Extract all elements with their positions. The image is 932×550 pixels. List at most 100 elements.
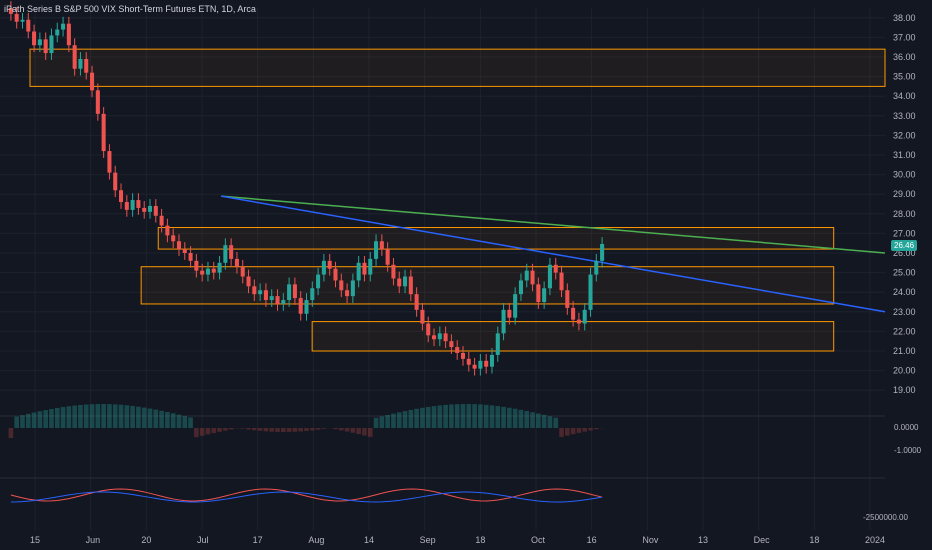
candle-body [171, 235, 176, 242]
candle-body [576, 319, 581, 324]
macd-histogram-bar [194, 428, 199, 438]
candle-body [327, 260, 332, 269]
candle-body [501, 309, 506, 334]
candle-body [518, 280, 523, 295]
candle-body [263, 290, 268, 301]
candle-body [147, 205, 153, 212]
candle-body [281, 300, 286, 304]
x-tick-label: 17 [253, 535, 263, 545]
macd-histogram-bar [112, 404, 118, 428]
macd-histogram-bar [309, 428, 315, 431]
macd-histogram-bar [472, 404, 477, 428]
candle-body [8, 8, 13, 14]
y-tick-label: 26.00 [893, 248, 916, 258]
y-tick-label: 25.00 [893, 268, 916, 278]
macd-histogram-bar [414, 408, 419, 428]
candle-body [449, 341, 454, 348]
candle-body [124, 202, 129, 210]
candle-body [84, 58, 89, 73]
candle-body [542, 288, 547, 302]
macd-histogram-bar [182, 416, 188, 428]
macd-histogram-bar [31, 412, 37, 428]
macd-histogram-bar [78, 404, 83, 428]
macd-histogram-bar [449, 404, 454, 428]
y-tick-label: 28.00 [893, 209, 916, 219]
candle-body [275, 296, 280, 304]
candle-body [165, 225, 170, 236]
macd-histogram-bar [37, 411, 43, 428]
macd-histogram-bar [582, 428, 588, 432]
candle-body [408, 276, 413, 295]
macd-histogram-bar [362, 428, 367, 436]
candle-body [420, 309, 425, 324]
macd-histogram-bar [165, 412, 170, 428]
candle-body [211, 268, 216, 273]
macd-histogram-bar [72, 405, 77, 428]
macd-histogram-bar [54, 407, 60, 428]
macd-histogram-bar [101, 404, 106, 428]
macd-histogram-bar [425, 406, 431, 428]
candle-body [530, 270, 535, 285]
candle-body [466, 358, 471, 365]
macd-low-label: -1.0000 [894, 446, 922, 455]
macd-histogram-bar [559, 428, 564, 437]
y-tick-label: 34.00 [893, 91, 916, 101]
macd-histogram-bar [420, 407, 425, 428]
macd-histogram-bar [373, 417, 379, 428]
blue-trendline [221, 195, 886, 313]
x-tick-label: 18 [475, 535, 485, 545]
zone-box [157, 227, 835, 250]
macd-histogram-bar [83, 404, 89, 428]
macd-histogram-bar [205, 428, 211, 435]
y-tick-label: 20.00 [893, 366, 916, 376]
candle-body [66, 23, 71, 46]
candle-body [55, 29, 60, 36]
candle-body [443, 333, 448, 342]
macd-histogram-bar [443, 404, 448, 428]
zone-box [140, 266, 835, 305]
macd-histogram-bar [275, 428, 280, 432]
macd-histogram-bar [269, 428, 275, 432]
macd-histogram-bar [118, 404, 124, 428]
candle-body [553, 264, 558, 273]
candle-body [136, 200, 141, 208]
oscillator-line-red [10, 488, 603, 502]
candle-body [113, 172, 118, 191]
candle-body [484, 360, 489, 367]
y-tick-label: 29.00 [893, 189, 916, 199]
macd-histogram-bar [141, 407, 147, 428]
x-tick-label: 13 [698, 535, 708, 545]
candle-body [513, 294, 518, 318]
candle-body [130, 200, 135, 210]
zones [29, 48, 886, 352]
x-tick-label: Jul [197, 535, 209, 545]
candle-body [478, 360, 483, 369]
macd-histogram-bar [454, 404, 460, 428]
candle-body [385, 249, 390, 265]
candle-body [32, 31, 37, 46]
macd-histogram-bar [576, 428, 582, 433]
candle-body [14, 13, 19, 22]
macd-histogram-bar [507, 407, 512, 428]
macd-histogram-bar [14, 416, 20, 428]
candle-body [78, 58, 83, 69]
macd-histogram-bar [223, 428, 228, 431]
x-tick-label: 15 [30, 535, 40, 545]
macd-histogram-bar [228, 428, 234, 430]
macd-histogram-bar [107, 404, 112, 428]
x-tick-label: 18 [809, 535, 819, 545]
x-tick-label: 16 [587, 535, 597, 545]
macd-histogram-bar [408, 409, 414, 428]
chart-title: iPath Series B S&P 500 VIX Short-Term Fu… [4, 4, 256, 14]
macd-histogram-bar [315, 428, 321, 430]
x-tick-label: Jun [86, 535, 101, 545]
candle-body [304, 300, 309, 314]
macd-histogram-bar [263, 428, 269, 432]
candle-body [559, 272, 564, 291]
macd-histogram-bar [257, 428, 263, 431]
x-tick-label: Aug [308, 535, 324, 545]
candle-body [287, 284, 292, 301]
macd-histogram-bar [541, 414, 547, 428]
candle-body [95, 90, 100, 114]
